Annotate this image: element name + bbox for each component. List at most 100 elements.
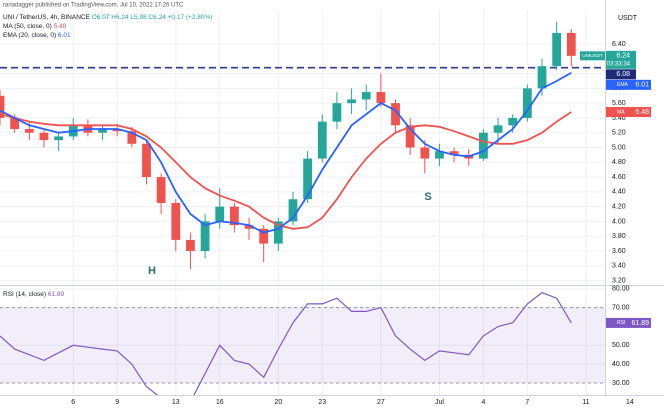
last-price: 6.24 — [616, 53, 630, 60]
candle-body — [186, 239, 195, 251]
series-tag-value: 6.01 — [635, 82, 649, 89]
y-tick-label: 3.80 — [612, 233, 626, 240]
symbol-tag-bg — [580, 51, 605, 61]
y-tick-label: 3.40 — [612, 263, 626, 270]
symbol: UNI / TetherUS, 4h, BINANCE O6.07 H6.24 … — [3, 14, 212, 21]
series-tag-value: 5.48 — [635, 109, 649, 116]
rsi-tag-value: 61.89 — [631, 320, 649, 327]
x-tick-label: 23 — [318, 399, 326, 406]
y-tick-label: 4.20 — [612, 203, 626, 210]
candle-body — [259, 228, 269, 244]
ema-legend: EMA (20, close, 0) 6.01 — [3, 32, 71, 39]
x-tick-label: Jul — [435, 399, 444, 406]
x-tick-label: 27 — [377, 399, 385, 406]
candle-body — [127, 131, 137, 144]
level-tag: 6.08 — [616, 71, 630, 78]
symbol-tag: UNIUSDT — [582, 53, 603, 58]
ma-legend: MA (50, close, 0) 5.48 — [3, 23, 67, 30]
candle-body — [112, 129, 122, 132]
series-tag-name: EMA — [617, 82, 629, 88]
candle-body — [479, 132, 488, 159]
y-tick-label: 3.60 — [612, 248, 626, 255]
currency: USDT — [618, 15, 638, 22]
candle-body — [273, 221, 283, 244]
candle-body — [347, 99, 356, 104]
annotation: H — [148, 265, 156, 277]
y-tick-label: 40.00 — [612, 361, 630, 368]
candle-body — [435, 151, 444, 159]
candle-body — [10, 117, 20, 130]
y-tick-label: 6.40 — [612, 41, 626, 48]
last-price-bg — [606, 50, 636, 69]
x-tick-label: 7 — [525, 399, 529, 406]
published: ranadagger published on TradingView.com,… — [3, 3, 184, 9]
legend-name: RSI (14, close) — [3, 291, 46, 298]
x-tick-label: 14 — [626, 399, 634, 406]
candle-body — [332, 103, 342, 122]
y-tick-label: 5.60 — [612, 100, 626, 107]
candle-body — [54, 136, 63, 141]
candle-body — [215, 206, 225, 222]
y-tick-label: 30.00 — [612, 380, 630, 387]
annotation: S — [424, 191, 431, 203]
y-tick-label: 5.40 — [612, 115, 626, 122]
candle-body — [229, 206, 239, 226]
y-tick-label: 80.00 — [612, 286, 630, 293]
candle-body — [0, 95, 5, 118]
rsi-tag-name: RSI — [617, 320, 625, 326]
x-tick-label: 9 — [115, 399, 119, 406]
candle-body — [376, 92, 386, 104]
series-tag-bg — [606, 107, 651, 118]
indicator-line — [0, 72, 572, 234]
y-tick-label: 4.00 — [612, 218, 626, 225]
countdown: 03:33:34 — [607, 61, 631, 67]
candle-body — [405, 125, 415, 148]
candle-body — [39, 132, 49, 141]
x-tick-label: 13 — [172, 399, 180, 406]
x-tick-label: 6 — [71, 399, 75, 406]
candle-body — [142, 143, 151, 178]
candle-body — [288, 199, 298, 222]
candle-body — [420, 147, 430, 159]
x-tick-label: 16 — [216, 399, 224, 406]
y-tick-label: 3.20 — [612, 277, 626, 284]
ohlc: O6.07 H6.24 L5.98 C6.24 +0.17 (+2.80%) — [92, 14, 213, 21]
x-tick-label: 4 — [481, 399, 485, 406]
candle-body — [508, 117, 518, 126]
candle-body — [361, 92, 371, 100]
y-tick-label: 4.60 — [612, 174, 626, 181]
candle-body — [449, 151, 459, 155]
candle-body — [522, 88, 532, 118]
legend-name: EMA (20, close, 0) — [3, 32, 56, 39]
y-tick-label: 5.00 — [612, 144, 626, 151]
candle-body — [98, 129, 107, 133]
rsi-band — [0, 307, 605, 383]
candle-body — [493, 125, 503, 133]
y-tick-label: 70.00 — [612, 304, 630, 311]
y-tick-label: 4.40 — [612, 189, 626, 196]
series-tag-bg — [606, 79, 651, 90]
candle-body — [537, 66, 547, 89]
candle-body — [171, 202, 181, 240]
candle-body — [244, 225, 254, 229]
candle-body — [552, 32, 562, 67]
candle-body — [156, 177, 166, 203]
candle-body — [566, 32, 576, 56]
candle-body — [391, 103, 400, 126]
y-tick-label: 4.80 — [612, 159, 626, 166]
candle-body — [200, 221, 210, 251]
rsi-pane — [0, 291, 605, 395]
x-tick-label: 11 — [582, 399, 589, 406]
series-tag-name: MA — [617, 109, 625, 115]
rsi-line — [0, 291, 572, 395]
legend-name: MA (50, close, 0) — [3, 23, 52, 30]
candle-body — [24, 129, 34, 133]
indicator-line — [0, 111, 572, 230]
x-tick-label: 20 — [274, 399, 282, 406]
level-tag-bg — [606, 69, 636, 80]
rsi-tag-bg — [606, 317, 651, 328]
y-tick-label: 50.00 — [612, 342, 630, 349]
